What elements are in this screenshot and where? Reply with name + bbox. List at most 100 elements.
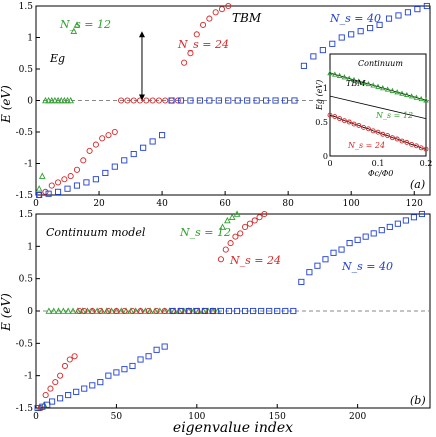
inset-data-point	[360, 79, 367, 85]
data-point	[42, 392, 49, 399]
inset-data-point	[351, 121, 357, 127]
data-point	[55, 179, 62, 186]
inset-ns12-label: N_s = 12	[375, 111, 413, 120]
data-point	[367, 25, 374, 32]
y-tick-label: 1.5	[19, 210, 34, 220]
data-point	[370, 230, 377, 237]
data-point	[378, 227, 385, 234]
inset-data-point	[409, 141, 415, 147]
data-point	[59, 307, 67, 314]
inset-frame	[329, 53, 427, 157]
data-point	[111, 128, 118, 136]
data-point	[314, 262, 321, 269]
inset-data-point	[385, 133, 391, 139]
data-point	[61, 176, 68, 183]
data-point	[190, 307, 197, 314]
inset-ylabel: Eg (eV)	[315, 80, 324, 111]
gap-arrow-head-up	[138, 31, 145, 38]
data-point	[37, 404, 44, 412]
data-point	[111, 163, 118, 170]
data-point	[322, 256, 329, 263]
inset-data-point	[327, 112, 333, 118]
data-point	[113, 369, 120, 376]
data-point	[225, 97, 232, 104]
data-point	[44, 401, 51, 408]
inset-data-point	[389, 87, 396, 93]
data-point	[395, 12, 402, 19]
data-point	[143, 97, 150, 104]
data-point	[227, 240, 234, 247]
data-point	[130, 150, 137, 158]
data-point	[168, 97, 175, 104]
data-point	[67, 96, 75, 104]
panel-a-plot: 0 20 40 60 80 100 120-1.5-1-0.500.511.5	[16, 2, 430, 209]
x-tick-label: 0	[33, 199, 39, 209]
inset-data-point	[399, 90, 405, 96]
data-point	[73, 182, 81, 189]
data-point	[136, 97, 144, 104]
data-point	[217, 256, 224, 263]
data-point	[61, 96, 68, 104]
y-tick-label: 1.5	[19, 2, 34, 12]
data-point	[55, 307, 62, 314]
data-point	[92, 141, 99, 148]
data-point	[418, 210, 426, 218]
inset-data-point	[332, 71, 338, 77]
data-point	[102, 169, 109, 177]
data-point	[201, 307, 208, 315]
data-point	[66, 356, 73, 363]
data-point	[169, 307, 176, 315]
inset-data-point	[408, 93, 415, 99]
data-point	[70, 27, 78, 34]
series-ns=40	[34, 210, 426, 412]
data-point	[162, 97, 169, 104]
data-point	[423, 2, 430, 10]
y-tick-label: 0.5	[19, 65, 34, 75]
data-point	[181, 59, 188, 66]
data-point	[193, 307, 200, 315]
data-point	[219, 223, 226, 230]
data-point	[206, 97, 213, 104]
data-point	[266, 307, 273, 315]
y-tick-label: 0	[27, 307, 33, 317]
inset-data-point	[336, 72, 343, 79]
inset-x-tick-label: 0.2	[420, 159, 433, 168]
inset-data-point	[356, 78, 362, 84]
data-point	[386, 223, 393, 230]
data-point	[67, 173, 74, 180]
data-point	[64, 185, 71, 192]
data-point	[261, 210, 268, 218]
data-point	[228, 213, 236, 221]
data-point	[86, 147, 93, 154]
inset-data-point	[423, 97, 429, 103]
x-tick-label: 100	[343, 199, 360, 209]
data-point	[256, 214, 263, 221]
data-point	[118, 97, 125, 104]
inset-data-point	[346, 119, 352, 125]
data-point	[45, 307, 53, 314]
data-point	[153, 346, 160, 353]
inset-y-tick-label: 1	[323, 84, 328, 93]
data-point	[73, 166, 81, 173]
inset-data-point	[332, 114, 338, 120]
data-point	[214, 307, 222, 314]
data-point	[145, 307, 152, 315]
data-point	[246, 220, 253, 227]
y-tick-label: 0	[27, 97, 33, 107]
inset-data-point	[404, 91, 410, 98]
data-point	[282, 307, 289, 315]
inset-data-point	[384, 86, 391, 92]
gap-label: Eg	[49, 52, 65, 65]
data-point	[129, 362, 136, 370]
data-point	[263, 97, 270, 104]
data-point	[113, 307, 120, 315]
data-point	[69, 307, 77, 314]
data-point	[57, 395, 64, 402]
data-point	[124, 97, 131, 104]
data-point	[258, 307, 265, 315]
data-point	[81, 307, 88, 315]
data-point	[319, 47, 326, 54]
data-point	[394, 220, 401, 227]
data-point	[253, 97, 260, 104]
data-point	[145, 353, 152, 360]
